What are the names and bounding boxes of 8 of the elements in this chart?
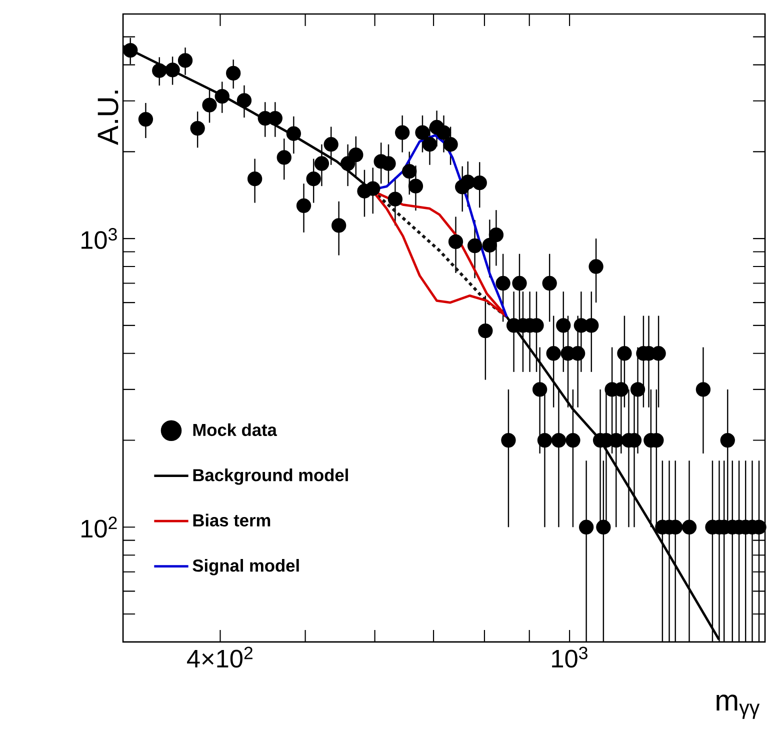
legend-label: Signal model	[192, 559, 299, 576]
y-tick-label: 10$^{2}$	[82, 516, 117, 538]
legend-label: Bias term	[193, 514, 270, 527]
legend-label: Mock data	[193, 423, 278, 436]
y-axis-title: A.U.	[98, 90, 118, 146]
x-axis-title: m$_{γγ}$	[716, 694, 760, 719]
legend-label: Background model	[193, 468, 348, 485]
x-tick-label: 4×10$^{2}$	[187, 646, 252, 668]
